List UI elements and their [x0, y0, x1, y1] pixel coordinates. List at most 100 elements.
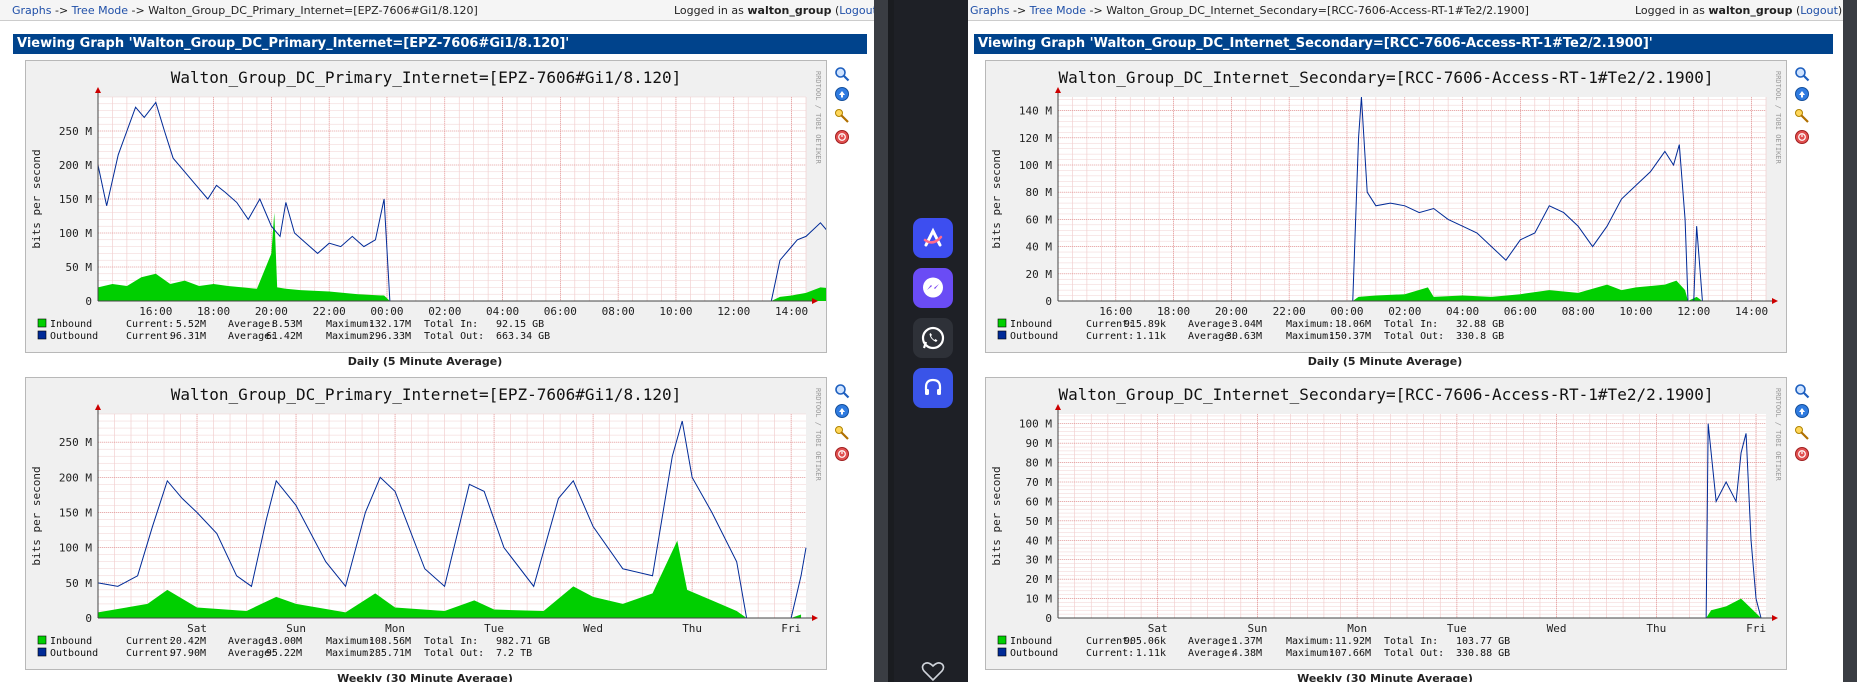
x-tick-label: 08:00 — [602, 305, 635, 318]
login-paren-open: ( — [831, 4, 840, 17]
x-tick-label: 00:00 — [1330, 305, 1363, 318]
properties-icon[interactable] — [834, 108, 850, 124]
legend-current-value: 1.11k — [1136, 331, 1166, 342]
legend-maximum-value: 285.71M — [369, 648, 411, 659]
legend-current-value: 1.11k — [1136, 648, 1166, 659]
x-tick-label: 10:00 — [659, 305, 692, 318]
timespan-icon[interactable] — [834, 129, 850, 145]
x-tick-label: Sat — [1148, 622, 1168, 635]
zoom-icon[interactable] — [834, 383, 850, 399]
legend-swatch — [997, 635, 1007, 645]
legend-total-value: 982.71 GB — [496, 636, 550, 647]
graph-caption: Daily (5 Minute Average) — [1307, 355, 1463, 368]
legend-total-value: 103.77 GB — [1456, 636, 1510, 647]
timespan-icon[interactable] — [1794, 446, 1810, 462]
breadcrumb-graphs-link[interactable]: Graphs — [970, 4, 1010, 17]
export-icon[interactable] — [1794, 86, 1810, 102]
y-tick-label: 100 M — [1019, 418, 1052, 431]
y-tick-label: 90 M — [1026, 437, 1053, 450]
properties-icon[interactable] — [1794, 425, 1810, 441]
breadcrumb-tree-mode-link[interactable]: Tree Mode — [1029, 4, 1087, 17]
legend-swatch — [37, 635, 47, 645]
export-icon[interactable] — [834, 86, 850, 102]
legend-current-key: Current: — [1086, 319, 1134, 330]
y-tick-label: 100 M — [59, 542, 92, 555]
legend-current-key: Current: — [126, 319, 174, 330]
legend-current-value: 97.90M — [170, 648, 206, 659]
dock-item-arc[interactable] — [913, 218, 953, 258]
y-axis-label: bits per second — [990, 149, 1003, 248]
headset-icon — [924, 378, 942, 395]
left-pane-scrollbar[interactable] — [874, 0, 888, 682]
legend-current-value: 905.06k — [1124, 636, 1166, 647]
x-tick-label: Wed — [1547, 622, 1567, 635]
zoom-icon[interactable] — [1794, 66, 1810, 82]
legend-average-value: 30.63M — [1226, 331, 1262, 342]
legend-average-key: Average: — [228, 331, 276, 342]
login-status: Logged in as walton_group (Logout) — [674, 4, 874, 17]
legend-average-value: 4.38M — [1232, 648, 1262, 659]
zoom-icon[interactable] — [1794, 383, 1810, 399]
x-tick-label: 20:00 — [1215, 305, 1248, 318]
legend-total-key: Total In: — [1384, 636, 1438, 647]
y-axis-label: bits per second — [990, 466, 1003, 565]
y-tick-label: 200 M — [59, 159, 92, 172]
breadcrumb-graphs-link[interactable]: Graphs — [12, 4, 52, 17]
weekly-graph: Walton_Group_DC_Primary_Internet=[EPZ-76… — [25, 377, 827, 670]
properties-icon[interactable] — [1794, 108, 1810, 124]
login-user: walton_group — [747, 4, 832, 17]
rrdtool-watermark: RRDTOOL / TOBI OETIKER — [1774, 388, 1782, 482]
breadcrumb-tree-mode-link[interactable]: Tree Mode — [71, 4, 129, 17]
whatsapp-icon — [921, 326, 945, 350]
legend-total-key: Total In: — [1384, 319, 1438, 330]
logout-link[interactable]: Logout — [1800, 4, 1838, 17]
y-tick-label: 250 M — [59, 436, 92, 449]
x-tick-label: 02:00 — [1388, 305, 1421, 318]
legend-series-name: Outbound — [50, 648, 98, 659]
y-axis-arrow — [95, 87, 101, 93]
legend-average-key: Average: — [1188, 636, 1236, 647]
rrdtool-watermark: RRDTOOL / TOBI OETIKER — [814, 388, 822, 482]
export-icon[interactable] — [834, 403, 850, 419]
heart-icon[interactable] — [921, 660, 945, 682]
legend-total-key: Total Out: — [1384, 331, 1444, 342]
x-tick-label: 20:00 — [255, 305, 288, 318]
breadcrumb: Graphs -> Tree Mode -> Walton_Group_DC_P… — [12, 4, 478, 17]
x-tick-label: 14:00 — [775, 305, 808, 318]
graph-title: Walton_Group_DC_Primary_Internet=[EPZ-76… — [171, 385, 682, 404]
x-tick-label: Sun — [286, 622, 306, 635]
timespan-icon[interactable] — [1794, 129, 1810, 145]
dock-item-messenger[interactable] — [913, 268, 953, 308]
legend-total-value: 92.15 GB — [496, 319, 544, 330]
graph-canvas: Walton_Group_DC_Internet_Secondary=[RCC-… — [990, 68, 1782, 342]
x-tick-label: 16:00 — [139, 305, 172, 318]
legend-average-key: Average: — [1188, 648, 1236, 659]
legend-swatch — [37, 330, 47, 340]
login-status: Logged in as walton_group (Logout) — [1635, 4, 1842, 17]
legend-total-key: Total Out: — [424, 648, 484, 659]
login-paren-open: ( — [1792, 4, 1801, 17]
dock-item-whatsapp[interactable] — [913, 318, 953, 358]
legend-series-name: Inbound — [50, 636, 92, 647]
breadcrumb-separator: -> — [1086, 4, 1107, 17]
legend-current-key: Current: — [126, 331, 174, 342]
login-prefix: Logged in as — [674, 4, 748, 17]
logout-link[interactable]: Logout — [839, 4, 874, 17]
legend-maximum-value: 150.37M — [1329, 331, 1371, 342]
x-tick-label: Sat — [187, 622, 207, 635]
timespan-icon[interactable] — [834, 446, 850, 462]
y-tick-label: 140 M — [1019, 105, 1052, 118]
y-tick-label: 0 — [85, 612, 92, 625]
y-axis-label: bits per second — [30, 149, 43, 248]
legend-maximum-key: Maximum: — [1286, 319, 1334, 330]
zoom-icon[interactable] — [834, 66, 850, 82]
right-pane-scrollbar[interactable] — [1843, 0, 1857, 682]
series-outbound-line — [1058, 96, 1766, 302]
y-tick-label: 10 M — [1026, 593, 1053, 606]
dock-item-headset[interactable] — [913, 368, 953, 408]
rrdtool-watermark: RRDTOOL / TOBI OETIKER — [814, 71, 822, 165]
graph-caption: Weekly (30 Minute Average) — [337, 672, 513, 682]
legend-current-key: Current: — [126, 636, 174, 647]
export-icon[interactable] — [1794, 403, 1810, 419]
properties-icon[interactable] — [834, 425, 850, 441]
